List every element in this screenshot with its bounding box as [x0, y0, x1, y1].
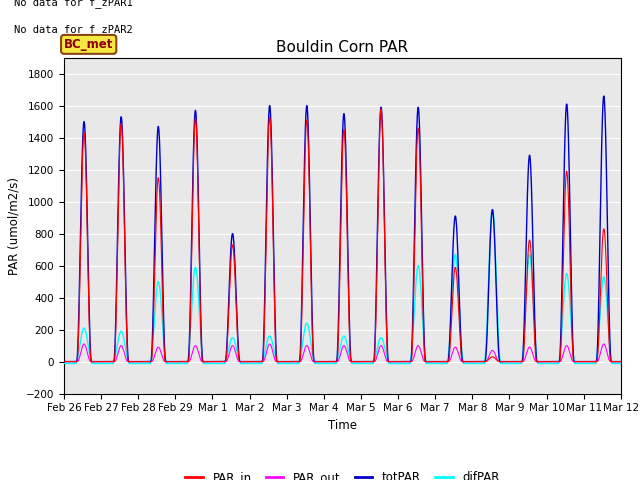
Text: No data for f_zPAR1: No data for f_zPAR1	[14, 0, 132, 8]
Text: BC_met: BC_met	[64, 38, 113, 51]
Legend: PAR_in, PAR_out, totPAR, difPAR: PAR_in, PAR_out, totPAR, difPAR	[180, 466, 504, 480]
X-axis label: Time: Time	[328, 419, 357, 432]
Title: Bouldin Corn PAR: Bouldin Corn PAR	[276, 40, 408, 55]
Text: No data for f_zPAR2: No data for f_zPAR2	[14, 24, 132, 35]
Y-axis label: PAR (umol/m2/s): PAR (umol/m2/s)	[7, 177, 20, 275]
